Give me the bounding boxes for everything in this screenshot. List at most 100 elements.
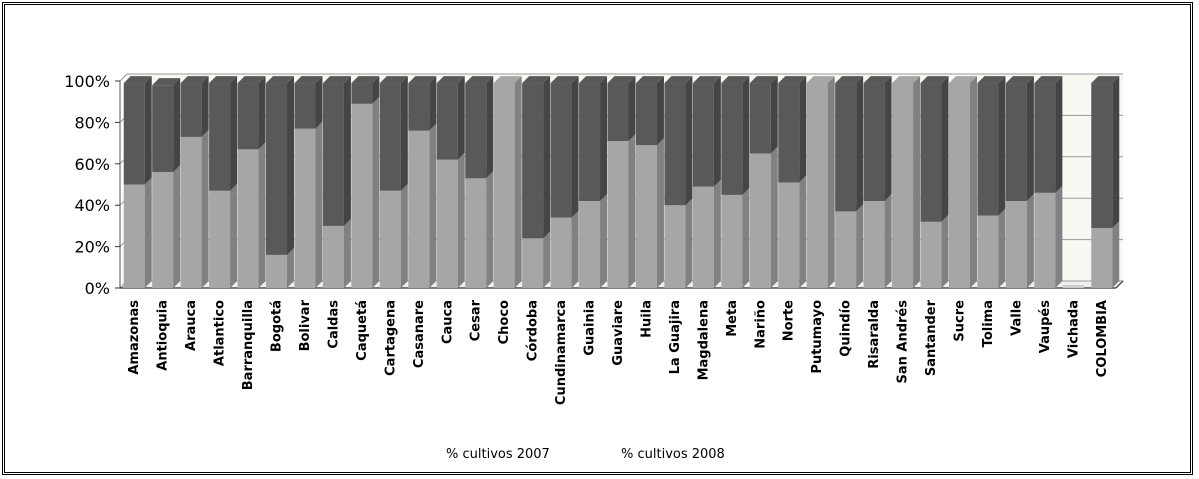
bar-2008-side xyxy=(856,76,864,212)
bar-2008-top xyxy=(322,76,351,84)
bar-2008-side xyxy=(173,78,181,173)
bar-2008-side xyxy=(685,76,693,206)
bar-2007-top xyxy=(806,76,835,84)
x-tick-label: Valle xyxy=(1009,300,1024,336)
bar-2007 xyxy=(152,165,181,288)
bar-2007-side xyxy=(998,208,1006,288)
bar-2007-front xyxy=(721,194,743,288)
bar-2008 xyxy=(550,76,579,218)
bar-2007-side xyxy=(856,204,864,288)
bar-2008-top xyxy=(835,76,864,84)
bar-2008-side xyxy=(1112,76,1120,228)
x-tick-label: Tolima xyxy=(981,300,996,347)
bar-2008-top xyxy=(550,76,579,84)
bar-2007-front xyxy=(522,238,544,288)
bar-2007-top xyxy=(493,76,522,84)
bar-2007-side xyxy=(1055,185,1063,288)
x-tick-label: Barranquilla xyxy=(241,300,256,390)
bar-2007-side xyxy=(1112,220,1120,288)
bar-2008-front xyxy=(522,83,544,239)
bar-2007-side xyxy=(201,129,209,288)
bar-2008 xyxy=(664,76,693,206)
bar-2007-side xyxy=(827,76,835,288)
x-tick-label: Vichada xyxy=(1066,300,1081,358)
bar-2007-side xyxy=(600,194,608,288)
bar-2008-front xyxy=(920,83,942,222)
bar-2007-front xyxy=(1005,201,1027,288)
bar-2008-front xyxy=(1005,83,1027,202)
x-tick-label: Meta xyxy=(725,300,740,337)
bar-2007 xyxy=(1005,194,1034,288)
bar-2008-top xyxy=(408,76,437,84)
y-tick-label: 80% xyxy=(74,113,110,132)
bar-2008-side xyxy=(571,76,579,218)
bar-2008-front xyxy=(237,83,259,150)
bar-2007-front xyxy=(835,211,857,288)
y-tick-label: 20% xyxy=(74,238,110,257)
bar-2008 xyxy=(778,76,807,183)
legend-entry-2008: % cultivos 2008 xyxy=(621,447,725,462)
bar-2008-front xyxy=(977,83,999,216)
bar-2008-front xyxy=(607,83,629,142)
bar-2007-side xyxy=(742,187,750,288)
bar-2007-front xyxy=(237,149,259,288)
bar-2008-side xyxy=(457,76,465,160)
bar-2008-side xyxy=(287,76,295,255)
x-axis-depth xyxy=(1115,280,1124,289)
bar-2007-front xyxy=(379,190,401,288)
y-tick-label: 60% xyxy=(74,155,110,174)
bar-2007-front xyxy=(579,201,601,288)
bar-2008 xyxy=(863,76,892,202)
bar-empty xyxy=(1062,285,1084,288)
bar-2007-side xyxy=(884,194,892,288)
bar-2008-side xyxy=(144,76,152,185)
bar-2008-top xyxy=(977,76,1006,84)
bar-2007 xyxy=(948,76,977,288)
bar-2007 xyxy=(892,76,921,288)
x-tick-label: Choco xyxy=(497,300,512,344)
bar-2008-top xyxy=(721,76,750,84)
bar-2007 xyxy=(465,171,494,288)
bar-2008-side xyxy=(628,76,636,142)
bar-2008-top xyxy=(664,76,693,84)
bar-2008-front xyxy=(408,83,430,131)
bar-2008-top xyxy=(266,76,295,84)
gridline-depth xyxy=(119,73,128,82)
bar-2008-top xyxy=(294,76,323,84)
bar-2008-front xyxy=(322,83,344,226)
x-tick-label: Córdoba xyxy=(526,300,541,361)
bar-2008 xyxy=(579,76,608,202)
bar-2008 xyxy=(379,76,408,191)
bar-2007 xyxy=(379,183,408,288)
bar-2007 xyxy=(408,123,437,289)
bar-2008-side xyxy=(343,76,351,226)
bar-2007-side xyxy=(969,76,977,288)
bar-2007 xyxy=(436,152,465,288)
bar-2007-top xyxy=(948,76,977,84)
bar-2008-front xyxy=(749,83,771,154)
x-tick-label: Cartagena xyxy=(383,300,398,376)
bars xyxy=(123,76,1120,289)
bar-2007 xyxy=(351,96,380,289)
bar-2007-front xyxy=(550,217,572,288)
bar-2008-front xyxy=(266,83,288,255)
bar-2007 xyxy=(123,177,152,288)
x-tick-label: Amazonas xyxy=(127,300,142,375)
bar-2008-front xyxy=(294,83,316,129)
bar-2007-front xyxy=(977,215,999,288)
bar-2008 xyxy=(835,76,864,212)
bar-2008 xyxy=(1005,76,1034,202)
x-tick-label: Cundinamarca xyxy=(554,300,569,405)
bar-2008-front xyxy=(152,85,174,173)
bar-2007-side xyxy=(571,210,579,288)
bar-2007 xyxy=(1091,220,1120,288)
bar-2008-side xyxy=(429,76,437,131)
x-tick-label: Norte xyxy=(782,300,797,341)
bar-2008-front xyxy=(209,83,231,191)
bar-2007-front xyxy=(209,190,231,288)
bar-2007-side xyxy=(258,142,266,288)
bar-2007-side xyxy=(429,123,437,289)
bar-2008-side xyxy=(486,76,494,179)
x-axis-labels: Amazonas Antioquia Arauca Atlantico Barranqu… xyxy=(127,299,1110,405)
